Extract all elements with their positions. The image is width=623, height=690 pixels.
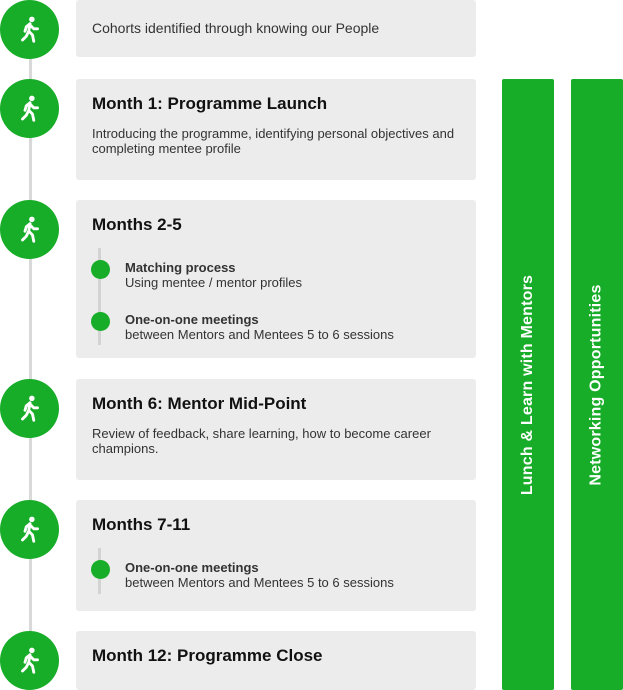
step-card-months-7-11: Months 7-11 One-on-one meetings between … xyxy=(76,500,476,611)
step-card-month-12: Month 12: Programme Close xyxy=(76,631,476,690)
sub-step-description: Using mentee / mentor profiles xyxy=(125,275,303,290)
step-card-month-6: Month 6: Mentor Mid-Point Review of feed… xyxy=(76,379,476,480)
step-card-months-2-5: Months 2-5 Matching process Using mentee… xyxy=(76,200,476,358)
sub-step-dot xyxy=(91,560,110,579)
person-walking-icon xyxy=(0,500,59,559)
step-title: Months 2-5 xyxy=(92,215,182,234)
step-description: Review of feedback, share learning, how … xyxy=(92,426,431,456)
bar-label: Lunch & Learn with Mentors xyxy=(519,274,537,495)
bar-label: Networking Opportunities xyxy=(588,283,605,486)
person-walking-icon xyxy=(0,631,59,690)
sub-step-dot xyxy=(91,312,110,331)
person-walking-icon xyxy=(0,379,59,438)
sub-step-title: One-on-one meetings xyxy=(125,312,259,327)
sub-step-title: One-on-one meetings xyxy=(125,560,259,575)
sub-step-dot xyxy=(91,260,110,279)
step-title: Months 7-11 xyxy=(92,515,191,534)
networking-opportunities-bar: Networking Opportunities xyxy=(571,79,623,690)
sub-step-description: between Mentors and Mentees 5 to 6 sessi… xyxy=(125,327,394,342)
step-card-cohorts: Cohorts identified through knowing our P… xyxy=(76,0,476,57)
person-walking-icon xyxy=(0,79,59,138)
sub-timeline-line xyxy=(98,248,101,345)
step-card-month-1: Month 1: Programme Launch Introducing th… xyxy=(76,79,476,180)
step-title: Month 12: Programme Close xyxy=(92,646,323,665)
person-walking-icon xyxy=(0,200,59,259)
sub-step-description: between Mentors and Mentees 5 to 6 sessi… xyxy=(125,575,394,590)
step-title: Month 6: Mentor Mid-Point xyxy=(92,394,307,413)
step-title: Month 1: Programme Launch xyxy=(92,94,328,113)
step-description: Introducing the programme, identifying p… xyxy=(92,126,455,156)
lunch-and-learn-bar: Lunch & Learn with Mentors xyxy=(502,79,554,690)
step-text: Cohorts identified through knowing our P… xyxy=(92,20,380,36)
person-walking-icon xyxy=(0,0,59,59)
sub-step-title: Matching process xyxy=(125,260,236,275)
timeline-line xyxy=(29,30,32,660)
